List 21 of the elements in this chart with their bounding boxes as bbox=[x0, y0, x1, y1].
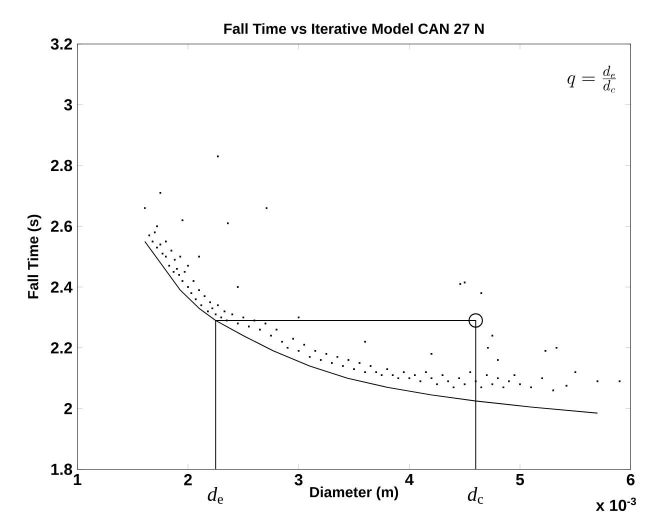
annotation: d$_{c}$ bbox=[468, 487, 484, 504]
y-tick-label: 3 bbox=[64, 99, 72, 111]
x-tick-label: 3 bbox=[294, 474, 303, 486]
y-tick-label: 2.8 bbox=[50, 160, 72, 172]
text: x 10$^{-3}$ bbox=[596, 498, 636, 512]
y-tick-label: 1.8 bbox=[51, 464, 72, 476]
x-axis-title: Diameter (m) bbox=[310, 486, 398, 500]
annotation: $q=\frac{d_e}{d_c}$ bbox=[568, 66, 616, 93]
y-tick-label: 3.2 bbox=[50, 38, 72, 50]
y-axis-title: Fall Time (s) bbox=[28, 214, 42, 298]
x-tick-label: 1 bbox=[74, 474, 82, 486]
y-tick-label: 2.2 bbox=[50, 342, 72, 354]
y-tick-label: 2.4 bbox=[50, 282, 73, 293]
annotation: d$_{e}$ bbox=[208, 487, 223, 504]
y-tick-label: 2 bbox=[64, 403, 72, 414]
x-tick-label: 4 bbox=[405, 474, 414, 486]
y-tick-label: 2.6 bbox=[50, 220, 72, 232]
x-tick-label: 2 bbox=[184, 474, 192, 486]
x-tick-label: 5 bbox=[516, 474, 524, 486]
x-tick-label: 6 bbox=[626, 474, 635, 486]
chart-title: Fall Time vs Iterative Model CAN 27 N bbox=[224, 23, 484, 34]
